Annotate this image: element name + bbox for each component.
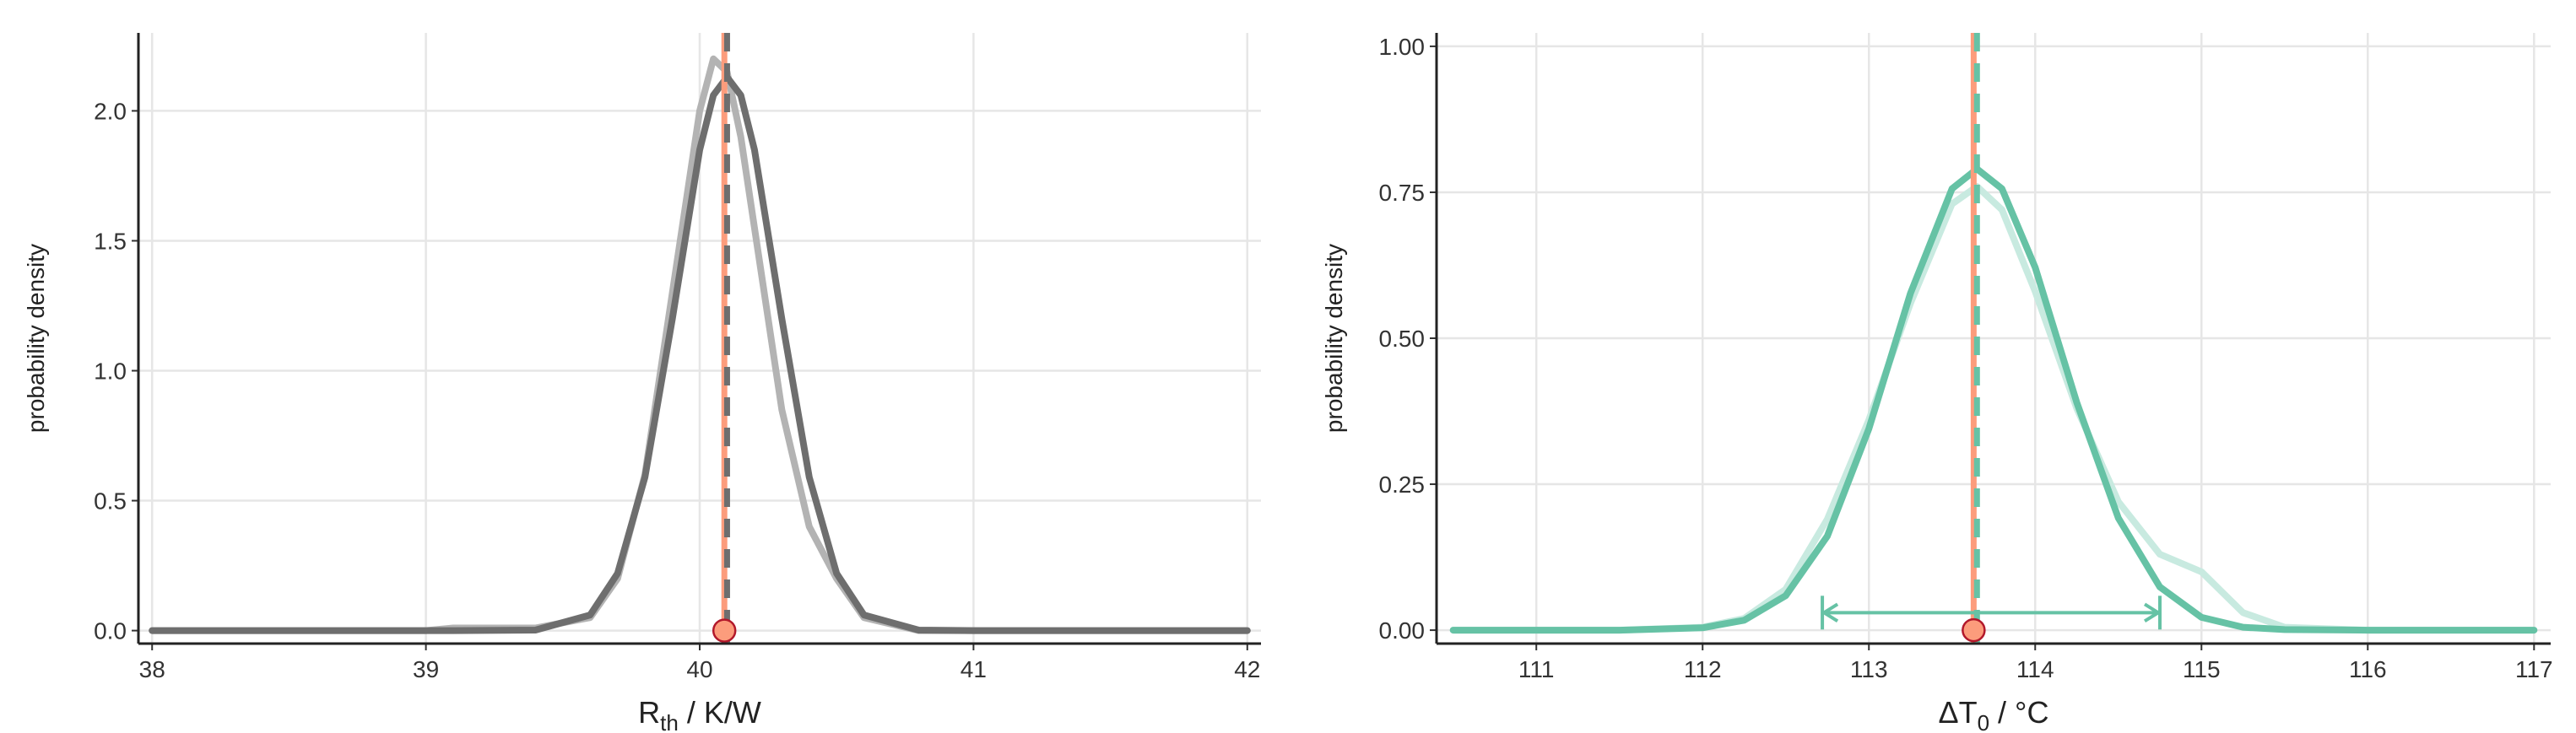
x-label-rest: / K/W <box>679 695 761 730</box>
x-tick-label: 111 <box>1518 656 1555 682</box>
density-curve <box>149 73 1251 634</box>
x-label-rest: / °C <box>1989 695 2048 730</box>
x-axis-label: Rth / K/W <box>638 695 761 733</box>
y-axis-label: probability density <box>23 244 49 433</box>
x-label-sub: 0 <box>1978 710 1989 733</box>
arrow-head <box>1821 602 1839 623</box>
y-tick-label: 0.25 <box>1379 472 1426 498</box>
x-tick-label: 117 <box>2515 656 2553 682</box>
x-tick-label: 116 <box>2349 656 2387 682</box>
y-tick-label: 0.75 <box>1379 180 1426 206</box>
x-tick-label: 112 <box>1684 656 1722 682</box>
estimate-point <box>712 618 737 643</box>
density-curve <box>1449 183 2538 634</box>
y-tick-label: 0.0 <box>94 618 127 644</box>
y-tick-label: 0.00 <box>1379 617 1426 644</box>
x-tick-label: 41 <box>961 656 987 682</box>
y-tick-label: 1.0 <box>94 358 127 385</box>
y-tick-label: 1.00 <box>1379 34 1426 60</box>
x-tick-label: 113 <box>1850 656 1888 682</box>
y-tick-label: 1.5 <box>94 228 127 254</box>
x-axis-label: ΔT0 / °C <box>1939 695 2049 733</box>
x-label-sub: th <box>660 710 679 733</box>
x-label-main: R <box>638 695 660 730</box>
x-tick-label: 114 <box>2016 656 2054 682</box>
estimate-point <box>1962 617 1986 643</box>
x-label-main: ΔT <box>1939 695 1978 730</box>
y-tick-label: 0.50 <box>1379 326 1426 352</box>
x-tick-label: 42 <box>1234 656 1260 682</box>
y-tick-label: 0.5 <box>94 488 127 515</box>
x-tick-label: 40 <box>686 656 712 682</box>
density-curve <box>1449 165 2538 634</box>
x-tick-label: 115 <box>2183 656 2221 682</box>
arrow-head <box>2143 602 2162 623</box>
y-axis-label: probability density <box>1321 244 1347 433</box>
x-tick-label: 38 <box>139 656 165 682</box>
y-tick-label: 2.0 <box>94 98 127 124</box>
x-tick-label: 39 <box>413 656 439 682</box>
